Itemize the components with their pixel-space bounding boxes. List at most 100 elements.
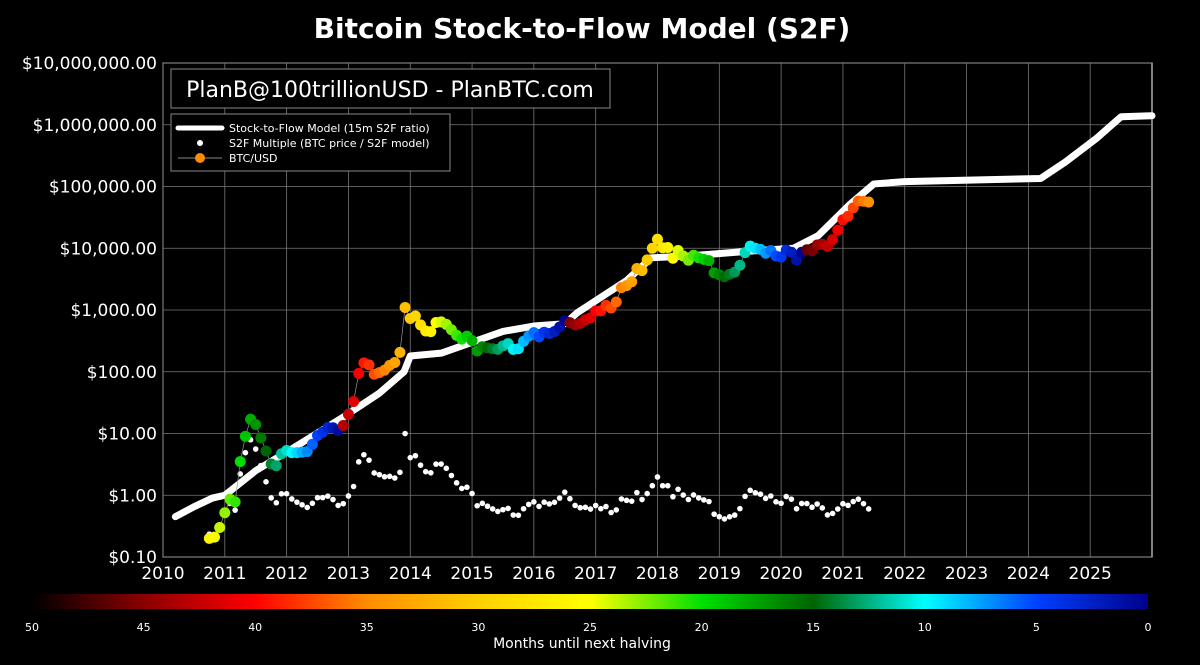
s2f-multiple-point	[376, 471, 383, 478]
s2f-multiple-point	[263, 479, 269, 485]
btc-price-point	[353, 367, 365, 379]
s2f-multiple-point	[299, 501, 305, 508]
s2f-multiple-point	[726, 513, 733, 520]
s2f-multiple-point	[804, 500, 810, 507]
legend-multiple-label: S2F Multiple (BTC price / S2F model)	[229, 137, 430, 150]
watermark-text: PlanB@100trillionUSD - PlanBTC.com	[186, 78, 594, 103]
s2f-multiple-point	[397, 469, 403, 476]
s2f-multiple-point	[752, 489, 759, 496]
btc-price-point	[791, 254, 803, 266]
s2f-multiple-point	[391, 475, 398, 481]
btc-price-point	[399, 301, 411, 313]
s2f-multiple-point	[778, 500, 784, 507]
x-tick-label: 2020	[759, 564, 802, 584]
s2f-multiple-point	[737, 505, 743, 512]
s2f-multiple-point	[464, 484, 470, 491]
s2f-multiple-point	[448, 472, 455, 479]
x-tick-label: 2017	[574, 564, 617, 584]
s2f-multiple-point	[371, 470, 377, 476]
s2f-multiple-point	[695, 495, 702, 501]
btc-price-point	[667, 252, 679, 264]
s2f-multiple-point	[834, 506, 841, 512]
s2f-multiple-point	[561, 489, 568, 495]
s2f-multiple-point	[675, 486, 681, 493]
s2f-multiple-point	[407, 454, 414, 461]
colorbar-tick-label: 20	[695, 621, 709, 634]
s2f-multiple-point	[505, 505, 511, 512]
s2f-multiple-point	[783, 493, 790, 500]
btc-price-point	[466, 335, 478, 347]
s2f-multiple-point	[865, 506, 872, 512]
colorbar-tick-label: 15	[806, 621, 820, 634]
s2f-multiple-point	[592, 502, 599, 509]
btc-price-point	[409, 310, 421, 322]
s2f-multiple-point	[422, 468, 429, 475]
y-tick-label: $1,000.00	[70, 301, 157, 321]
s2f-multiple-point	[603, 503, 609, 510]
watermark-box: PlanB@100trillionUSD - PlanBTC.com	[170, 68, 611, 109]
s2f-multiple-point	[458, 485, 465, 492]
s2f-multiple-point	[474, 502, 481, 509]
btc-price-point	[209, 531, 221, 543]
s2f-multiple-point	[598, 505, 604, 512]
s2f-multiple-point	[850, 498, 857, 505]
s2f-multiple-point	[340, 500, 347, 507]
s2f-multiple-point	[381, 473, 388, 480]
s2f-multiple-point	[706, 498, 712, 505]
y-tick-label: $100,000.00	[49, 178, 157, 198]
s2f-multiple-point	[500, 506, 506, 513]
btc-price-point	[832, 224, 844, 236]
s2f-multiple-point	[788, 496, 795, 502]
btc-price-point	[662, 241, 674, 253]
s2f-multiple-point	[793, 505, 800, 512]
s2f-multiple-point	[366, 457, 372, 463]
s2f-multiple-point	[520, 505, 527, 512]
s2f-multiple-point	[335, 502, 341, 509]
s2f-multiple-point	[747, 487, 753, 494]
x-tick-label: 2024	[1007, 564, 1050, 584]
legend-btc-swatch	[195, 153, 205, 163]
x-tick-label: 2019	[698, 564, 741, 584]
s2f-multiple-point	[773, 499, 779, 505]
colorbar-ticks: 50 45 40 35 30 25 20 15 10 5 0	[25, 621, 1152, 634]
x-tick-label: 2021	[821, 564, 864, 584]
y-tick-label: $10,000,000.00	[22, 54, 157, 74]
btc-price-point	[234, 456, 246, 468]
s2f-multiple-point	[402, 430, 408, 437]
s2f-multiple-point	[659, 482, 666, 489]
btc-price-point	[641, 254, 653, 266]
s2f-multiple-point	[361, 451, 367, 458]
s2f-multiple-point	[608, 509, 614, 516]
btc-price-point	[842, 210, 854, 222]
s2f-multiple-point	[438, 461, 444, 467]
colorbar-tick-label: 0	[1145, 621, 1152, 634]
s2f-multiple-point	[582, 504, 589, 511]
x-tick-label: 2014	[389, 564, 432, 584]
s2f-multiple-point	[742, 493, 748, 500]
s2f-multiple-point	[809, 504, 815, 511]
btc-price-point	[626, 276, 638, 288]
btc-price-point	[734, 259, 746, 271]
s2f-multiple-point	[510, 512, 517, 518]
s2f-multiple-point	[634, 489, 640, 496]
s2f-multiple-point	[309, 500, 316, 507]
btc-price-point	[394, 346, 406, 358]
colorbar	[32, 594, 1148, 609]
s2f-multiple-point	[551, 499, 558, 506]
s2f-multiple-point	[484, 503, 491, 510]
s2f-multiple-point	[325, 493, 331, 499]
legend-model-label: Stock-to-Flow Model (15m S2F ratio)	[229, 122, 430, 135]
y-axis: $0.10 $1.00 $10.00 $100.00 $1,000.00 $10,000.…	[22, 54, 157, 568]
s2f-multiple-point	[664, 482, 671, 489]
s2f-multiple-point	[762, 495, 769, 502]
s2f-multiple-point	[531, 499, 537, 505]
s2f-multiple-point	[680, 492, 687, 498]
btc-price-point	[219, 507, 231, 519]
s2f-multiple-point	[232, 507, 238, 513]
s2f-multiple-point	[639, 496, 645, 503]
s2f-multiple-point	[278, 491, 285, 497]
s2f-multiple-point	[644, 490, 650, 497]
x-tick-label: 2022	[883, 564, 926, 584]
s2f-multiple-point	[654, 474, 661, 480]
s2f-multiple-point	[577, 504, 584, 511]
